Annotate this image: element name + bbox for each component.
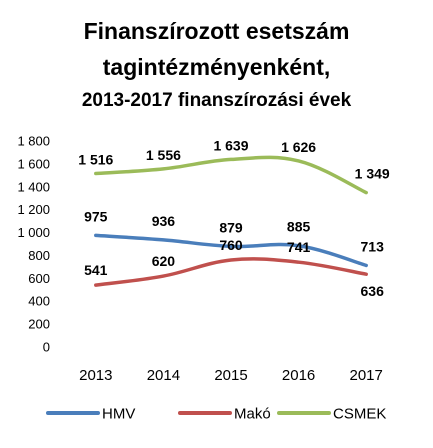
- data-label: 541: [84, 262, 108, 278]
- chart-subtitle: 2013-2017 finanszírozási évek: [81, 90, 352, 111]
- x-tick-label: 2013: [79, 367, 112, 384]
- y-tick-label: 400: [28, 294, 50, 309]
- x-tick-label: 2015: [214, 367, 247, 384]
- series-line-makó: [94, 257, 368, 287]
- legend-label: Makó: [234, 406, 271, 423]
- series-lines: [94, 155, 368, 287]
- y-tick-label: 200: [28, 317, 50, 332]
- data-label: 885: [287, 219, 311, 235]
- data-label: 1 639: [213, 137, 248, 153]
- data-labels: 975 936 879 885 713 541 620 760 741 636 1 516 1 556…: [78, 137, 390, 299]
- series-line-csmek: [94, 155, 368, 195]
- legend: HMV Makó CSMEK: [46, 406, 386, 423]
- data-label: 620: [152, 253, 176, 269]
- data-label: 936: [152, 213, 176, 229]
- series-line-hmv: [94, 233, 368, 268]
- x-tick-label: 2016: [282, 367, 315, 384]
- y-tick-label: 1 800: [17, 134, 50, 149]
- y-tick-label: 1 600: [17, 156, 50, 171]
- data-label: 975: [84, 208, 108, 224]
- data-label: 1 516: [78, 152, 113, 168]
- y-tick-label: 600: [28, 271, 50, 286]
- y-tick-label: 0: [43, 340, 50, 355]
- y-tick-label: 1 400: [17, 179, 50, 194]
- axes: 0 200 400 600 800 1 000 1 200 1 400 1 600 1 800 20…: [17, 134, 382, 385]
- x-tick-label: 2014: [147, 367, 180, 384]
- data-label: 741: [287, 239, 311, 255]
- data-label: 636: [361, 283, 385, 299]
- data-label: 1 556: [146, 147, 181, 163]
- chart-title-line-1: Finanszírozott esetszám: [83, 18, 350, 44]
- x-tick-label: 2017: [350, 367, 383, 384]
- legend-label: CSMEK: [333, 406, 386, 423]
- legend-label: HMV: [102, 406, 135, 423]
- data-label: 713: [361, 238, 385, 254]
- data-label: 760: [219, 237, 243, 253]
- y-tick-label: 1 200: [17, 202, 50, 217]
- y-tick-label: 1 000: [17, 225, 50, 240]
- chart-title-line-2: tagintézményenként,: [102, 54, 331, 80]
- data-label: 1 349: [355, 166, 390, 182]
- data-label: 1 626: [281, 139, 316, 155]
- data-label: 879: [219, 219, 243, 235]
- y-tick-label: 800: [28, 248, 50, 263]
